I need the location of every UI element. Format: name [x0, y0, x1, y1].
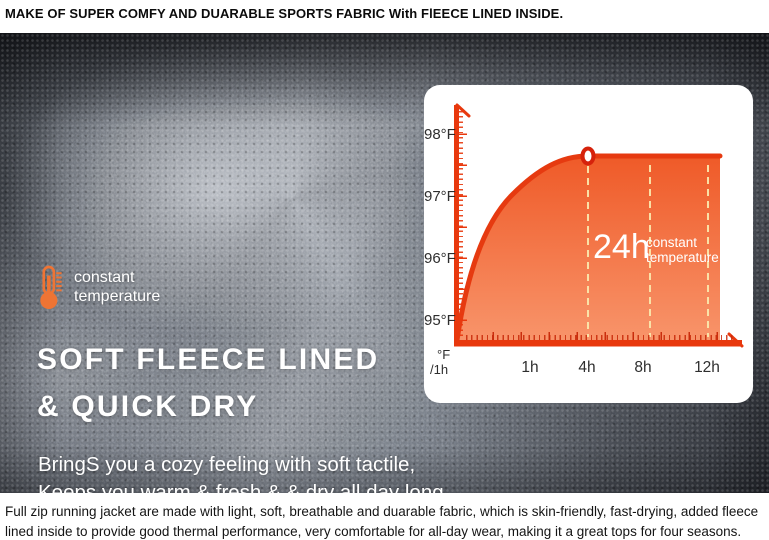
- hero-subtitle-line1: BringS you a cozy feeling with soft tact…: [38, 453, 416, 476]
- hero-title: SOFT FLEECE LINED & QUICK DRY: [37, 336, 379, 430]
- x-tick-label-4h: 4h: [578, 359, 596, 376]
- chart-annotation-line1: constant: [646, 235, 698, 250]
- y-tick-label-98: 98°F: [424, 126, 456, 143]
- x-tick-label-12h: 12h: [694, 359, 720, 376]
- y-tick-label-95: 95°F: [424, 312, 456, 329]
- fleece-fabric-photo: constant temperature SOFT FLEECE LINED &…: [0, 33, 769, 493]
- chart-annotation-line2: temperature: [646, 250, 719, 265]
- hero-title-line1: SOFT FLEECE LINED: [37, 343, 380, 376]
- chart-marker-dot: [580, 146, 596, 166]
- badge-label-line2: temperature: [74, 288, 161, 305]
- badge-label: constant temperature: [74, 268, 160, 306]
- temperature-chart-card: 98°F 97°F 96°F 95°F °F /1h 1h 4h 8h 12h …: [424, 85, 753, 403]
- x-tick-label-1h: 1h: [521, 359, 539, 376]
- constant-temperature-badge: constant temperature: [36, 264, 160, 312]
- hero-subtitle: BringS you a cozy feeling with soft tact…: [38, 451, 444, 493]
- footer-caption: Full zip running jacket are made with li…: [5, 504, 759, 539]
- chart-annotation-24h: 24h: [593, 228, 650, 266]
- y-tick-label-96: 96°F: [424, 250, 456, 267]
- header-title: MAKE OF SUPER COMFY AND DUARABLE SPORTS …: [5, 6, 564, 21]
- hero-title-line2: & QUICK DRY: [37, 390, 259, 423]
- footer: Full zip running jacket are made with li…: [0, 493, 769, 540]
- hero-subtitle-line2: Keeps you warm & fresh & & dry all day l…: [38, 481, 444, 493]
- x-tick-label-8h: 8h: [634, 359, 652, 376]
- origin-rate-label: /1h: [430, 362, 449, 377]
- chart-annotation-caption: constant temperature: [646, 235, 719, 265]
- badge-label-line1: constant: [74, 269, 135, 286]
- origin-unit-label: °F: [437, 347, 451, 362]
- axis-origin-label: °F /1h: [430, 347, 450, 377]
- chart-x-axis: [454, 340, 742, 347]
- thermometer-icon: [40, 265, 62, 309]
- y-tick-label-97: 97°F: [424, 188, 456, 205]
- header: MAKE OF SUPER COMFY AND DUARABLE SPORTS …: [0, 0, 769, 33]
